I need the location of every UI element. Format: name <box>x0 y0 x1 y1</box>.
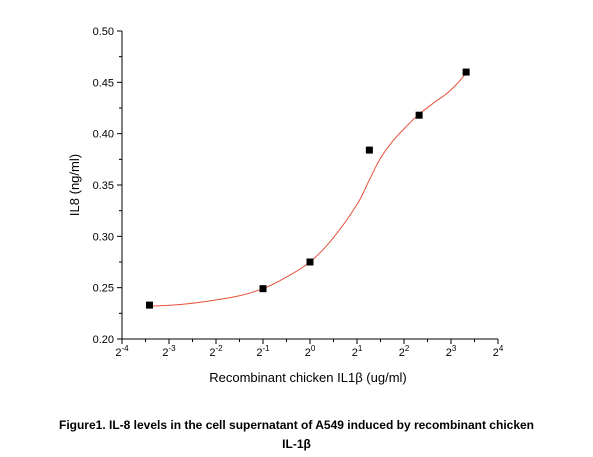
chart-axes <box>121 31 498 340</box>
fit-curve-line <box>149 72 467 307</box>
x-tick-label: 2-3 <box>162 344 176 359</box>
fit-curve-group <box>149 72 467 307</box>
data-point <box>462 68 470 76</box>
x-tick-label: 20 <box>305 344 316 359</box>
y-tick-label: 0.25 <box>93 283 114 295</box>
y-tick-label: 0.40 <box>93 129 114 141</box>
data-point <box>259 285 267 293</box>
figure-caption-line2: IL-1β <box>282 437 311 451</box>
x-tick-label: 2-2 <box>209 344 223 359</box>
data-points-group <box>145 68 470 309</box>
x-axis-label: Recombinant chicken IL1β (ug/ml) <box>209 370 407 385</box>
x-tick-label: 2-1 <box>256 344 270 359</box>
x-tick-label: 2-4 <box>115 344 129 359</box>
x-tick-label: 23 <box>446 344 457 359</box>
x-axis-ticks: 2-4 2-3 2-2 2-1 20 21 22 23 24 <box>115 339 504 359</box>
data-point <box>415 111 423 119</box>
y-tick-label: 0.20 <box>93 334 114 346</box>
x-tick-label: 22 <box>399 344 410 359</box>
x-tick-label: 24 <box>493 344 504 359</box>
y-tick-label: 0.30 <box>93 231 114 243</box>
y-axis-label: IL8 (ng/ml) <box>67 154 82 216</box>
y-tick-label: 0.35 <box>93 180 114 192</box>
figure-caption-line1: Figure1. IL-8 levels in the cell superna… <box>58 418 534 432</box>
y-axis-ticks: 0.20 0.25 0.30 0.35 0.40 0.45 0.50 <box>93 26 122 346</box>
y-tick-label: 0.45 <box>93 77 114 89</box>
y-tick-label: 0.50 <box>93 26 114 38</box>
x-tick-label: 21 <box>352 344 363 359</box>
data-point <box>365 146 373 154</box>
data-point <box>306 258 314 266</box>
data-point <box>145 301 153 309</box>
